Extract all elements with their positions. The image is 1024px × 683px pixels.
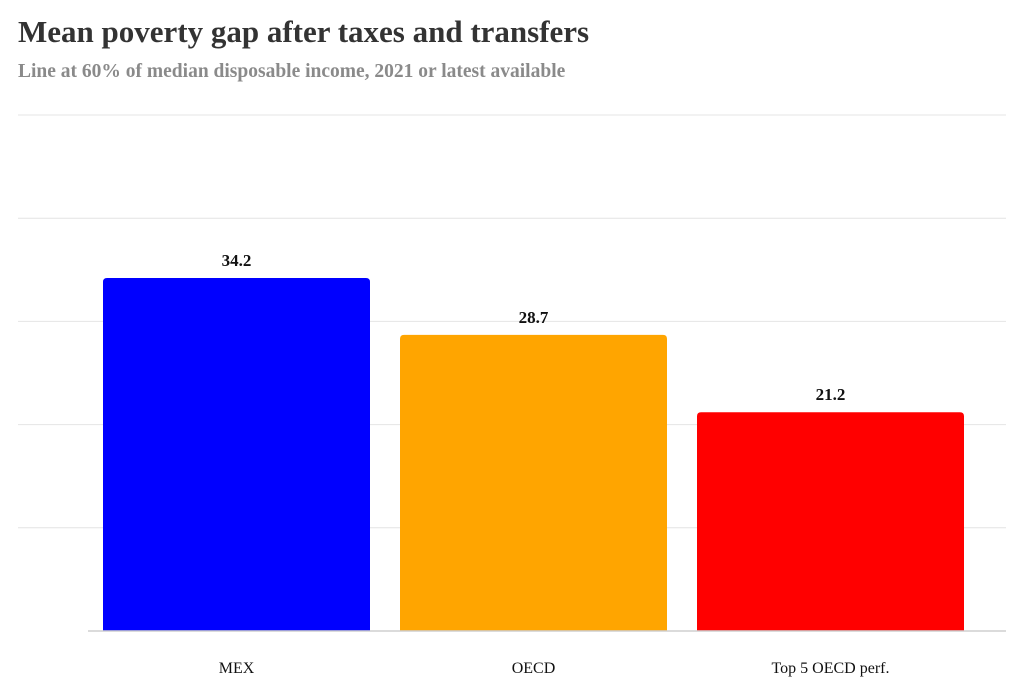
- data-label: 21.2: [816, 385, 846, 404]
- data-label: 34.2: [222, 251, 252, 270]
- chart-subtitle: Line at 60% of median disposable income,…: [18, 61, 566, 82]
- x-tick-label: MEX: [219, 660, 255, 677]
- x-tick-label: OECD: [512, 660, 556, 677]
- x-tick-label: Top 5 OECD perf.: [772, 660, 890, 677]
- bar-top-5-oecd-perf: [697, 412, 964, 631]
- bar-mex: [103, 278, 370, 631]
- data-label: 28.7: [519, 308, 549, 327]
- bar-oecd: [400, 334, 667, 631]
- x-tick-labels: MEX OECD Top 5 OECD perf.: [219, 660, 890, 677]
- chart-title: Mean poverty gap after taxes and transfe…: [18, 14, 590, 49]
- data-labels: 34.2 28.7 21.2: [222, 251, 846, 404]
- bars: [103, 278, 964, 631]
